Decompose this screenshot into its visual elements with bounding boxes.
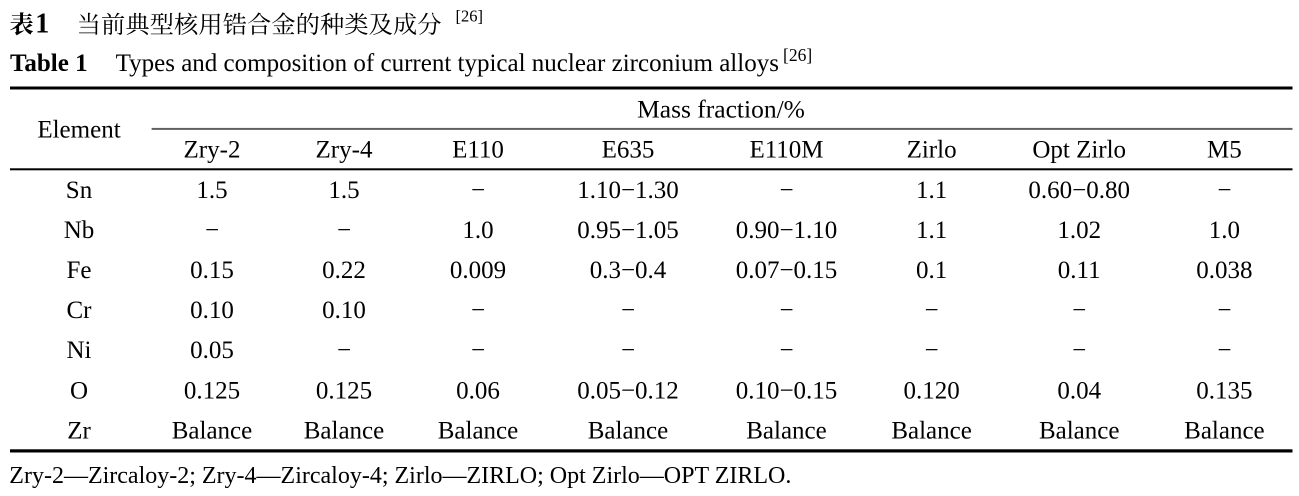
svg-text:Fe: Fe [67, 257, 92, 284]
svg-text:−: − [925, 297, 939, 324]
svg-text:1.0: 1.0 [1209, 217, 1240, 244]
svg-text:Balance: Balance [304, 417, 385, 444]
svg-text:0.60−0.80: 0.60−0.80 [1028, 177, 1130, 204]
svg-text:−: − [471, 177, 485, 204]
svg-text:Zry-4: Zry-4 [316, 136, 373, 163]
svg-text:0.05: 0.05 [190, 337, 234, 364]
svg-text:−: − [925, 337, 939, 364]
svg-text:0.06: 0.06 [456, 377, 500, 404]
svg-text:Element: Element [37, 117, 120, 144]
svg-text:−: − [1217, 297, 1231, 324]
svg-text:−: − [205, 217, 219, 244]
svg-text:0.11: 0.11 [1058, 257, 1101, 284]
svg-text:M5: M5 [1207, 136, 1242, 163]
svg-text:Table 1: Table 1 [10, 50, 88, 77]
svg-text:E635: E635 [602, 136, 655, 163]
svg-text:−: − [1217, 337, 1231, 364]
svg-text:Nb: Nb [64, 217, 95, 244]
svg-text:Zr: Zr [67, 417, 91, 444]
svg-text:0.05−0.12: 0.05−0.12 [577, 377, 679, 404]
svg-text:−: − [1072, 337, 1086, 364]
svg-text:−: − [779, 337, 793, 364]
svg-text:0.07−0.15: 0.07−0.15 [736, 257, 838, 284]
svg-text:Balance: Balance [746, 417, 827, 444]
svg-text:Balance: Balance [438, 417, 519, 444]
svg-text:Balance: Balance [1184, 417, 1265, 444]
svg-text:0.10−0.15: 0.10−0.15 [736, 377, 838, 404]
svg-text:0.1: 0.1 [916, 257, 947, 284]
svg-text:−: − [471, 297, 485, 324]
svg-text:E110M: E110M [749, 136, 823, 163]
svg-text:1.5: 1.5 [328, 177, 359, 204]
svg-text:−: − [779, 177, 793, 204]
svg-text:O: O [70, 377, 88, 404]
svg-text:0.135: 0.135 [1196, 377, 1252, 404]
svg-text:1.1: 1.1 [916, 177, 947, 204]
svg-text:[26]: [26] [783, 45, 812, 65]
svg-text:0.3−0.4: 0.3−0.4 [590, 257, 667, 284]
svg-text:1.0: 1.0 [462, 217, 493, 244]
svg-text:−: − [471, 337, 485, 364]
svg-text:0.038: 0.038 [1196, 257, 1252, 284]
svg-text:0.22: 0.22 [322, 257, 366, 284]
svg-text:0.125: 0.125 [184, 377, 240, 404]
svg-text:0.15: 0.15 [190, 257, 234, 284]
svg-text:−: − [1072, 297, 1086, 324]
svg-text:Cr: Cr [67, 297, 93, 324]
svg-text:0.009: 0.009 [450, 257, 506, 284]
svg-text:Sn: Sn [66, 177, 93, 204]
svg-text:Zry-2—Zircaloy-2; Zry-4—Zircal: Zry-2—Zircaloy-2; Zry-4—Zircaloy-4; Zirl… [9, 463, 791, 489]
svg-text:Zry-2: Zry-2 [184, 136, 241, 163]
svg-text:Balance: Balance [588, 417, 669, 444]
svg-text:1.1: 1.1 [916, 217, 947, 244]
svg-text:Zirlo: Zirlo [907, 136, 957, 163]
svg-text:Balance: Balance [172, 417, 253, 444]
svg-text:0.95−1.05: 0.95−1.05 [577, 217, 679, 244]
svg-text:1.02: 1.02 [1057, 217, 1101, 244]
svg-text:Types and composition of curre: Types and composition of current typical… [116, 50, 779, 77]
svg-text:1.5: 1.5 [196, 177, 227, 204]
svg-text:Mass fraction/%: Mass fraction/% [637, 95, 805, 124]
svg-text:1.10−1.30: 1.10−1.30 [577, 177, 679, 204]
svg-text:Balance: Balance [891, 417, 972, 444]
svg-text:0.120: 0.120 [903, 377, 959, 404]
svg-text:−: − [337, 337, 351, 364]
svg-text:[26]: [26] [456, 7, 484, 26]
svg-text:−: − [779, 297, 793, 324]
svg-text:Ni: Ni [67, 337, 92, 364]
svg-text:0.90−1.10: 0.90−1.10 [736, 217, 838, 244]
svg-text:0.04: 0.04 [1057, 377, 1101, 404]
svg-text:−: − [1217, 177, 1231, 204]
svg-text:0.10: 0.10 [322, 297, 366, 324]
svg-text:E110: E110 [452, 136, 504, 163]
svg-text:Balance: Balance [1039, 417, 1120, 444]
svg-text:Opt Zirlo: Opt Zirlo [1032, 136, 1126, 163]
svg-text:0.125: 0.125 [316, 377, 372, 404]
svg-text:1: 1 [35, 9, 49, 40]
svg-text:−: − [621, 337, 635, 364]
svg-text:−: − [621, 297, 635, 324]
svg-text:−: − [337, 217, 351, 244]
svg-text:0.10: 0.10 [190, 297, 234, 324]
